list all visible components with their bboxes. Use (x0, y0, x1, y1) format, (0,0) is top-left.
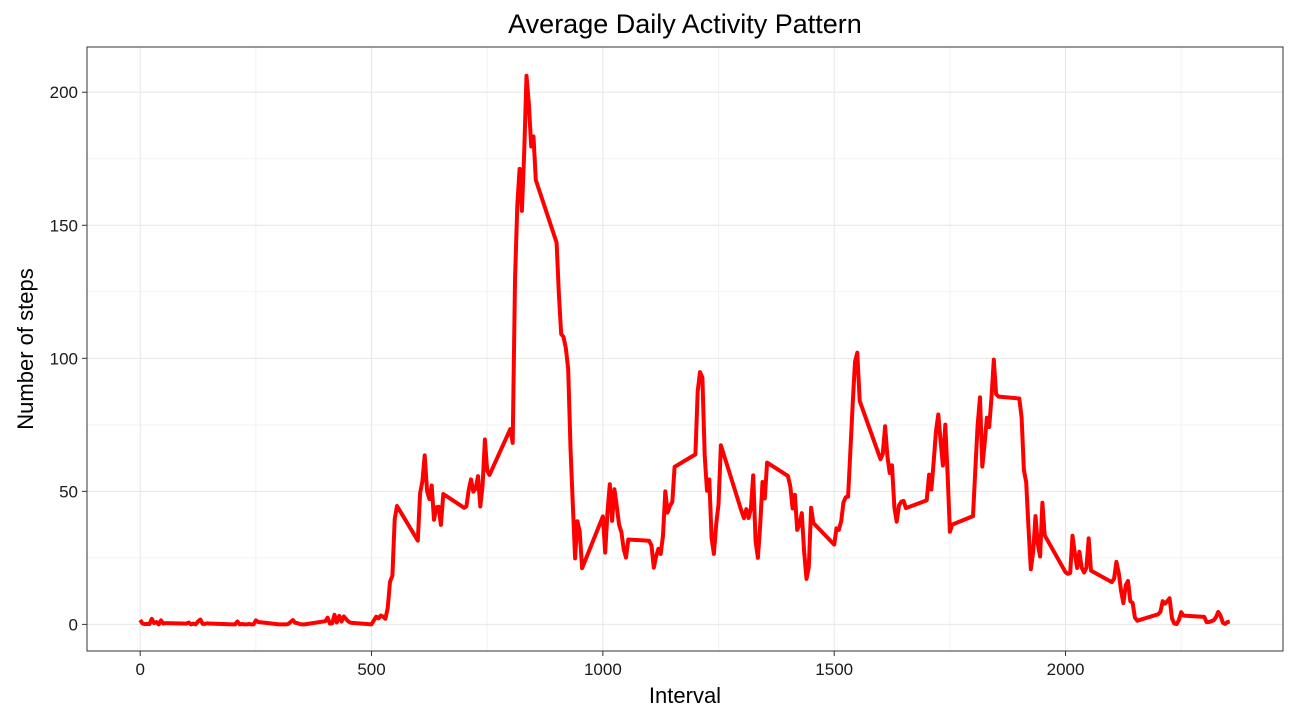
y-axis-ticks: 0 50 100 150 200 (50, 83, 87, 634)
y-tick-label: 0 (69, 615, 78, 634)
x-tick-label: 1500 (815, 660, 853, 679)
chart-title: Average Daily Activity Pattern (508, 9, 862, 39)
minor-gridlines (87, 47, 1283, 651)
x-axis-label: Interval (649, 683, 721, 708)
x-tick-label: 500 (357, 660, 385, 679)
y-tick-label: 100 (50, 349, 78, 368)
x-axis-ticks: 0 500 1000 1500 2000 (135, 651, 1084, 679)
y-tick-label: 200 (50, 83, 78, 102)
steps-series-line (138, 73, 1231, 627)
panel-border (86, 46, 1284, 652)
x-tick-label: 1000 (584, 660, 622, 679)
y-tick-label: 50 (59, 482, 78, 501)
x-tick-label: 0 (135, 660, 144, 679)
x-tick-label: 2000 (1047, 660, 1085, 679)
y-tick-label: 150 (50, 216, 78, 235)
series-layer (138, 73, 1231, 627)
major-gridlines (87, 47, 1283, 651)
y-axis-label: Number of steps (13, 268, 38, 429)
